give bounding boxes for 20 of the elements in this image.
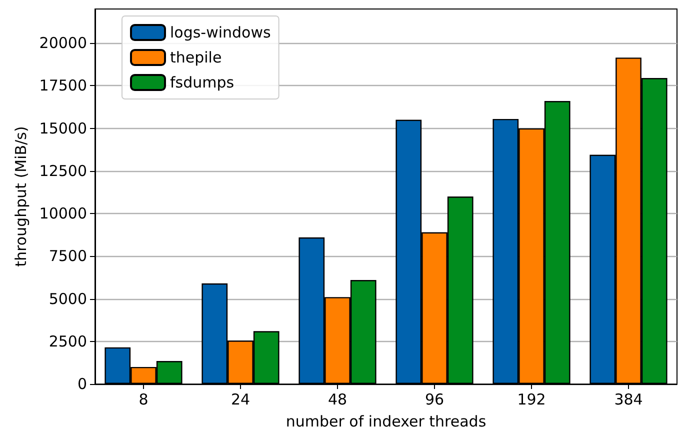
x-tick-label: 24 [230,390,250,408]
x-axis-title: number of indexer threads [286,412,486,430]
y-tick-label: 0 [77,375,87,393]
y-tick-label: 20000 [39,34,87,52]
y-tick-label: 7500 [48,247,87,266]
x-tick-label: 192 [517,390,546,408]
y-tick-label: 17500 [39,76,87,95]
y-tick-label: 2500 [48,332,87,350]
legend-label: fsdumps [170,74,234,92]
legend-label: thepile [170,48,222,66]
legend-label: logs-windows [170,24,272,42]
y-tick-label: 15000 [39,119,87,138]
x-tick-label: 8 [138,390,148,408]
x-tick-label: 48 [328,390,348,408]
y-tick-label: 5000 [48,290,87,308]
x-tick-label: 96 [424,390,444,408]
y-tick-label: 10000 [39,204,87,223]
y-axis-title: throughput (MiB/s) [12,126,30,267]
x-tick-label: 384 [614,390,643,408]
y-tick-label: 12500 [39,162,87,180]
